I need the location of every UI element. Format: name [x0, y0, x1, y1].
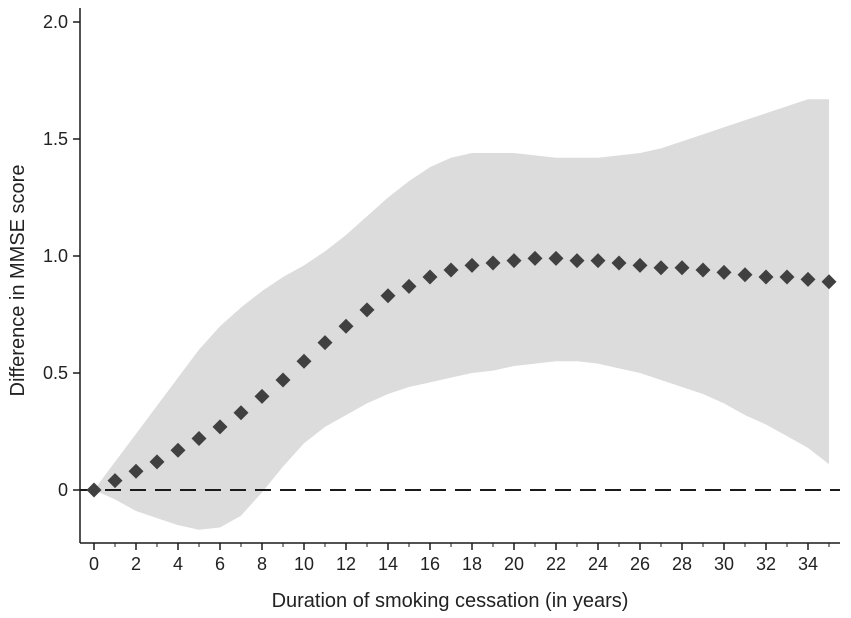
x-tick-label: 8: [257, 554, 267, 574]
x-tick-label: 2: [131, 554, 141, 574]
confidence-band: [94, 99, 829, 530]
data-point-diamond: [233, 405, 249, 421]
data-point-diamond: [191, 431, 207, 447]
x-tick-label: 4: [173, 554, 183, 574]
data-point-diamond: [170, 442, 186, 458]
data-point-diamond: [653, 260, 669, 276]
x-tick-label: 34: [798, 554, 818, 574]
data-point-diamond: [359, 302, 375, 318]
y-tick-label: 1.0: [43, 246, 68, 266]
data-point-diamond: [254, 388, 270, 404]
data-point-diamond: [464, 257, 480, 273]
x-tick-label: 16: [420, 554, 440, 574]
data-point-diamond: [149, 454, 165, 470]
data-point-diamond: [674, 260, 690, 276]
data-point-diamond: [275, 372, 291, 388]
data-point-diamond: [569, 253, 585, 269]
data-point-diamond: [401, 278, 417, 294]
data-point-diamond: [737, 267, 753, 283]
data-point-diamond: [443, 262, 459, 278]
x-tick-label: 32: [756, 554, 776, 574]
y-tick-label: 0.5: [43, 363, 68, 383]
data-point-diamond: [128, 463, 144, 479]
data-point-diamond: [590, 253, 606, 269]
data-point-diamond: [485, 255, 501, 271]
data-point-diamond: [611, 255, 627, 271]
data-point-diamond: [317, 335, 333, 351]
data-point-diamond: [821, 274, 837, 290]
data-point-diamond: [779, 269, 795, 285]
x-tick-label: 26: [630, 554, 650, 574]
data-point-diamond: [212, 419, 228, 435]
y-tick-label: 2.0: [43, 12, 68, 32]
x-tick-label: 24: [588, 554, 608, 574]
y-axis-title: Difference in MMSE score: [7, 165, 29, 397]
data-point-diamond: [506, 253, 522, 269]
data-point-diamond: [338, 318, 354, 334]
data-point-diamond: [422, 269, 438, 285]
x-tick-label: 22: [546, 554, 566, 574]
x-tick-label: 0: [89, 554, 99, 574]
data-point-diamond: [758, 269, 774, 285]
data-point-diamond: [86, 482, 102, 498]
data-point-diamond: [548, 250, 564, 266]
x-tick-label: 30: [714, 554, 734, 574]
x-tick-label: 28: [672, 554, 692, 574]
data-point-diamond: [380, 288, 396, 304]
y-tick-label: 0: [58, 480, 68, 500]
x-tick-label: 6: [215, 554, 225, 574]
x-tick-label: 12: [336, 554, 356, 574]
data-point-diamond: [800, 271, 816, 287]
data-point-diamond: [716, 264, 732, 280]
data-point-diamond: [632, 257, 648, 273]
x-tick-label: 10: [294, 554, 314, 574]
x-tick-label: 20: [504, 554, 524, 574]
x-tick-label: 18: [462, 554, 482, 574]
data-point-diamond: [527, 250, 543, 266]
x-tick-label: 14: [378, 554, 398, 574]
x-axis-title: Duration of smoking cessation (in years): [272, 590, 629, 612]
data-point-diamond: [296, 353, 312, 369]
y-tick-label: 1.5: [43, 129, 68, 149]
data-point-diamond: [695, 262, 711, 278]
data-point-diamond: [107, 473, 123, 489]
